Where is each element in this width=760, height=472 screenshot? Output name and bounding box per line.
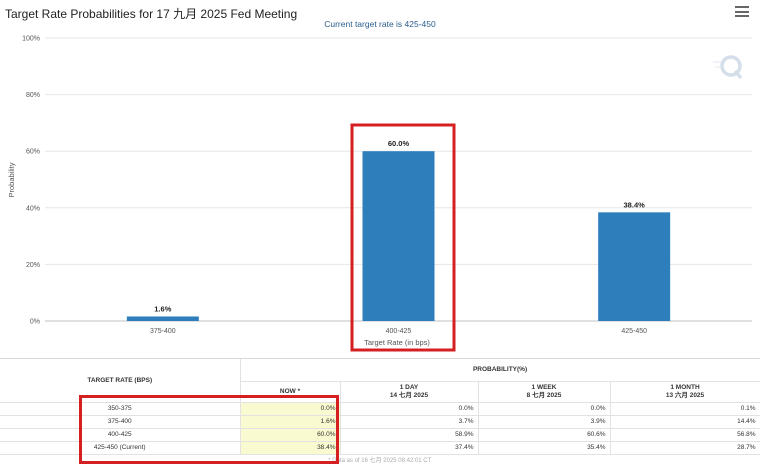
x-axis-ticks: 375-400 400-425 425-450 (150, 328, 647, 335)
day-date: 14 七月 2025 (389, 391, 429, 399)
y-tick-label: 40% (26, 205, 40, 212)
col-header-1-day: 1 DAY 14 七月 2025 (340, 381, 479, 403)
week-cell: 3.9% (478, 415, 611, 429)
x-tick-label: 425-450 (621, 328, 647, 335)
rate-cell: 350-375 (0, 402, 241, 416)
week-cell: 0.0% (478, 402, 611, 416)
month-cell: 14.4% (610, 415, 760, 429)
col-header-now: NOW * (240, 381, 341, 403)
y-tick-label: 0% (30, 319, 40, 326)
col-header-1-month: 1 MONTH 13 六月 2025 (610, 381, 760, 403)
y-tick-label: 20% (26, 262, 40, 269)
week-cell: 35.4% (478, 441, 611, 455)
data-label: 60.0% (388, 139, 410, 148)
y-tick-label: 60% (26, 149, 40, 156)
probability-table: TARGET RATE (BPS) PROBABILITY(%) NOW * 1… (0, 358, 760, 472)
now-cell: 38.4% (240, 441, 341, 455)
rate-cell: 425-450 (Current) (0, 441, 241, 455)
table-row: 400-425 60.0% 58.9% 60.6% 56.8% (0, 428, 760, 442)
x-axis-title: Target Rate (in bps) (364, 338, 430, 347)
bar[interactable] (598, 212, 671, 321)
rate-cell: 400-425 (0, 428, 241, 442)
day-label: 1 DAY (399, 383, 419, 391)
data-label: 38.4% (624, 200, 646, 209)
col-header-probability: PROBABILITY(%) (240, 359, 760, 382)
table-row: 350-375 0.0% 0.0% 0.0% 0.1% (0, 402, 760, 416)
month-cell: 56.8% (610, 428, 760, 442)
month-cell: 0.1% (610, 402, 760, 416)
now-cell: 1.6% (240, 415, 341, 429)
y-axis-title: Probability (7, 162, 16, 197)
x-tick-label: 400-425 (386, 328, 412, 335)
month-date: 13 六月 2025 (665, 391, 705, 399)
now-label: NOW * (279, 387, 301, 395)
y-axis-ticks: 0% 20% 40% 60% 80% 100% (22, 36, 40, 326)
rate-cell: 375-400 (0, 415, 241, 429)
now-cell: 0.0% (240, 402, 341, 416)
bar[interactable] (362, 151, 435, 321)
week-date: 8 七月 2025 (526, 391, 562, 399)
x-tick-label: 375-400 (150, 328, 176, 335)
day-cell: 58.9% (340, 428, 479, 442)
watermark-q-logo (713, 55, 743, 80)
hamburger-menu-icon[interactable] (735, 6, 749, 20)
y-tick-label: 80% (26, 92, 40, 99)
month-cell: 28.7% (610, 441, 760, 455)
week-cell: 60.6% (478, 428, 611, 442)
now-cell: 60.0% (240, 428, 341, 442)
table-row: 375-400 1.6% 3.7% 3.9% 14.4% (0, 415, 760, 429)
day-cell: 3.7% (340, 415, 479, 429)
y-tick-label: 100% (22, 36, 40, 43)
day-cell: 0.0% (340, 402, 479, 416)
col-header-target-rate: TARGET RATE (BPS) (0, 359, 241, 403)
table-row: 425-450 (Current) 38.4% 37.4% 35.4% 28.7… (0, 441, 760, 455)
col-header-1-week: 1 WEEK 8 七月 2025 (478, 381, 611, 403)
week-label: 1 WEEK (531, 383, 557, 391)
bar[interactable] (126, 316, 199, 321)
data-timestamp: * Data as of 16 七月 2025 08:42:01 CT (0, 454, 760, 465)
bars (126, 151, 671, 321)
data-labels: 1.6% 60.0% 38.4% (154, 139, 645, 313)
bar-chart: 0% 20% 40% 60% 80% 100% 1.6% 60.0% 38.4% 375-40… (7, 36, 752, 352)
chart-title: Target Rate Probabilities for 17 九月 2025… (5, 7, 298, 21)
highlight-box-chart (350, 123, 456, 352)
month-label: 1 MONTH (670, 383, 700, 391)
data-label: 1.6% (154, 304, 171, 313)
chart-subtitle: Current target rate is 425-450 (324, 19, 436, 29)
day-cell: 37.4% (340, 441, 479, 455)
